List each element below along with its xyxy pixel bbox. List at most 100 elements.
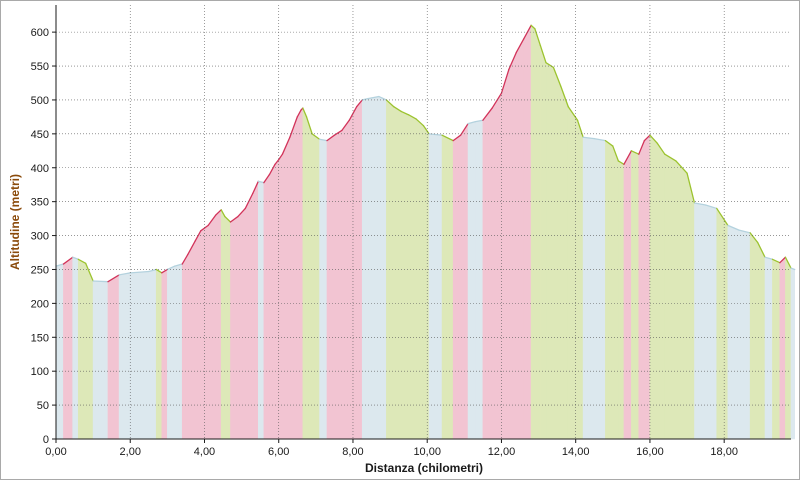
profile-segment-area xyxy=(230,215,239,440)
profile-segment-area xyxy=(727,224,740,440)
profile-segment-line xyxy=(181,253,189,265)
profile-segment-line xyxy=(263,173,271,184)
profile-segment-line xyxy=(229,215,239,223)
profile-segment-area xyxy=(705,204,718,440)
profile-segment-area xyxy=(605,140,614,440)
profile-segment-line xyxy=(318,138,328,142)
profile-segment-line xyxy=(107,274,120,283)
profile-segment-line xyxy=(62,256,74,265)
profile-segment-area xyxy=(516,38,525,440)
profile-segment-line xyxy=(415,118,425,127)
profile-segment-line xyxy=(148,268,157,273)
profile-segment-area xyxy=(63,256,74,440)
y-tick-label: 250 xyxy=(31,264,49,276)
profile-segment-line xyxy=(174,263,183,267)
profile-segment-line xyxy=(214,209,222,216)
profile-segment-line xyxy=(567,106,579,121)
profile-segment-area xyxy=(582,136,595,440)
y-tick-label: 500 xyxy=(31,95,49,107)
profile-segment-line xyxy=(738,229,751,234)
y-tick-label: 450 xyxy=(31,129,49,141)
profile-segment-area xyxy=(289,116,298,440)
profile-segment-line xyxy=(72,256,79,260)
profile-segment-line xyxy=(467,120,477,125)
profile-segment-line xyxy=(333,129,343,136)
profile-segment-line xyxy=(224,215,232,223)
profile-segment-area xyxy=(467,121,476,440)
profile-segment-line xyxy=(161,268,169,274)
profile-segment-area xyxy=(341,119,350,440)
y-tick-labels: 0 50 100 150 200 250 300 350 400 450 500 550 600 xyxy=(31,27,56,446)
profile-segment-line xyxy=(552,66,562,88)
x-tick-label: 2,00 xyxy=(120,446,141,458)
profile-segment-line xyxy=(491,92,503,109)
profile-segment-area xyxy=(508,52,517,440)
profile-segment-line xyxy=(220,209,226,218)
profile-segment-line xyxy=(166,265,176,271)
profile-segment-area xyxy=(649,134,658,440)
profile-segment-line xyxy=(296,109,302,118)
profile-segment-area xyxy=(545,62,554,440)
profile-segment-area xyxy=(181,253,189,440)
profile-segment-line xyxy=(237,207,246,218)
profile-segment-line xyxy=(593,137,607,142)
profile-segment-line xyxy=(367,95,380,100)
profile-segment-area xyxy=(245,193,254,440)
profile-segment-area xyxy=(415,118,424,440)
profile-segment-area xyxy=(612,145,619,440)
profile-segment-area xyxy=(207,214,216,440)
profile-segment-line xyxy=(194,230,202,242)
profile-segment-area xyxy=(631,150,640,440)
profile-segment-area xyxy=(638,140,645,440)
profile-segment-line xyxy=(716,207,729,227)
profile-segment-area xyxy=(334,129,343,440)
profile-segment-line xyxy=(422,125,430,135)
profile-segment-area xyxy=(92,280,109,440)
profile-segment-area xyxy=(772,258,781,440)
x-tick-labels: 0,00 2,00 4,00 6,00 8,00 10,00 12,00 14,00 16,00… xyxy=(45,439,738,458)
profile-segment-area xyxy=(749,231,758,440)
profile-segment-line xyxy=(274,158,280,166)
profile-segment-area xyxy=(567,105,578,440)
profile-segment-line xyxy=(508,51,517,71)
profile-segment-area xyxy=(77,258,86,440)
profile-segment-area xyxy=(553,67,562,440)
y-tick-label: 600 xyxy=(31,27,49,39)
profile-segment-area xyxy=(167,265,176,440)
profile-segment-line xyxy=(530,24,536,30)
profile-segment-line xyxy=(311,133,321,140)
profile-segment-area xyxy=(72,256,79,440)
profile-segment-line xyxy=(452,134,462,142)
profile-segment-line xyxy=(118,272,131,276)
profile-segment-line xyxy=(268,163,276,176)
profile-segment-line xyxy=(459,123,469,136)
profile-segment-area xyxy=(475,119,484,440)
profile-segment-area xyxy=(694,202,706,440)
profile-segment-line xyxy=(257,180,265,184)
profile-segment-line xyxy=(85,262,94,282)
y-tick-label: 550 xyxy=(31,61,49,73)
x-axis-label: Distanza (chilometri) xyxy=(365,461,483,475)
profile-segment-line xyxy=(207,214,217,227)
axes xyxy=(55,5,791,440)
profile-segment-area xyxy=(593,138,606,440)
profile-segment-line xyxy=(244,192,254,210)
profile-segment-area xyxy=(278,153,283,440)
profile-segment-line xyxy=(281,136,291,155)
profile-segment-area xyxy=(155,268,163,440)
profile-segment-area xyxy=(55,263,64,440)
profile-segment-area xyxy=(361,98,369,440)
profile-segment-area xyxy=(118,272,131,440)
profile-segment-area xyxy=(716,207,729,440)
profile-segment-area xyxy=(187,240,196,440)
profile-segment-line xyxy=(378,95,388,101)
profile-segment-area xyxy=(675,160,688,440)
y-tick-label: 150 xyxy=(31,332,49,344)
profile-segment-line xyxy=(539,45,547,64)
profile-segment-line xyxy=(129,270,150,274)
profile-segment-line xyxy=(545,61,555,69)
profile-segment-line xyxy=(326,134,336,142)
y-tick-label: 0 xyxy=(43,434,49,446)
profile-segment-area xyxy=(107,274,120,440)
